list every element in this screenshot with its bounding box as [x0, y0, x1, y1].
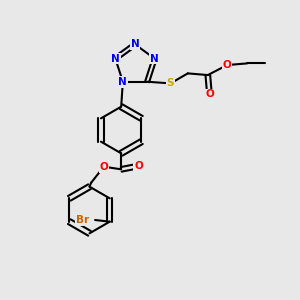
Text: S: S: [167, 78, 174, 88]
Text: O: O: [223, 60, 232, 70]
Text: N: N: [130, 39, 140, 49]
Text: Br: Br: [76, 215, 89, 225]
Text: N: N: [118, 77, 127, 87]
Text: O: O: [100, 162, 108, 172]
Text: N: N: [150, 54, 159, 64]
Text: O: O: [134, 161, 143, 171]
Text: O: O: [205, 89, 214, 99]
Text: N: N: [111, 54, 120, 64]
